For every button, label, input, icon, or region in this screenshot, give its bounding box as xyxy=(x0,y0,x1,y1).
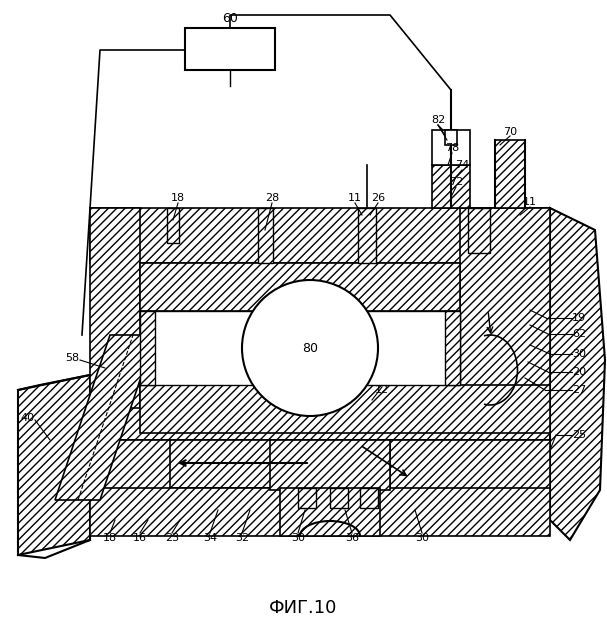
Text: 20: 20 xyxy=(572,367,586,377)
Text: 60: 60 xyxy=(222,12,238,24)
Bar xyxy=(358,208,376,263)
Bar xyxy=(185,28,275,70)
Bar xyxy=(432,165,470,208)
Polygon shape xyxy=(550,208,605,540)
Text: 74: 74 xyxy=(455,160,469,170)
Bar xyxy=(90,208,140,408)
Polygon shape xyxy=(18,375,90,555)
Text: 30: 30 xyxy=(572,349,586,359)
Text: 11: 11 xyxy=(348,193,362,203)
Text: 25: 25 xyxy=(572,430,586,440)
Text: 18: 18 xyxy=(103,533,117,543)
Text: 62: 62 xyxy=(572,329,586,339)
Bar xyxy=(330,488,348,508)
Text: 11: 11 xyxy=(523,197,537,207)
Bar xyxy=(90,385,550,440)
Bar xyxy=(167,208,179,243)
Bar xyxy=(280,488,380,536)
Text: 40: 40 xyxy=(21,413,35,423)
Circle shape xyxy=(242,280,378,416)
Text: 30: 30 xyxy=(415,533,429,543)
Text: 78: 78 xyxy=(445,143,459,153)
Text: 34: 34 xyxy=(203,533,217,543)
Bar xyxy=(390,440,550,520)
Bar xyxy=(90,208,550,263)
Text: 16: 16 xyxy=(133,533,147,543)
Bar xyxy=(445,311,460,385)
Text: 12: 12 xyxy=(375,385,389,395)
Text: 58: 58 xyxy=(65,353,79,363)
Bar xyxy=(360,488,378,508)
Text: ФИГ.10: ФИГ.10 xyxy=(269,599,337,617)
Text: 27: 27 xyxy=(572,385,586,395)
Text: 36: 36 xyxy=(345,533,359,543)
Bar xyxy=(468,208,490,253)
Text: 19: 19 xyxy=(572,313,586,323)
Bar xyxy=(495,140,525,208)
Bar xyxy=(140,311,460,385)
Bar xyxy=(258,208,273,263)
Text: 80: 80 xyxy=(302,342,318,355)
Polygon shape xyxy=(55,335,155,500)
Bar xyxy=(90,488,550,536)
Text: 72: 72 xyxy=(449,177,463,187)
Text: 18: 18 xyxy=(171,193,185,203)
Bar xyxy=(445,130,457,145)
Bar xyxy=(140,385,550,433)
Text: 23: 23 xyxy=(165,533,179,543)
Bar xyxy=(432,130,470,165)
Text: 28: 28 xyxy=(265,193,279,203)
Text: 30: 30 xyxy=(291,533,305,543)
Text: 26: 26 xyxy=(371,193,385,203)
Bar xyxy=(270,440,390,490)
Bar xyxy=(140,263,460,311)
Bar xyxy=(460,208,550,408)
Bar xyxy=(298,488,316,508)
Bar xyxy=(140,311,155,385)
Text: 32: 32 xyxy=(235,533,249,543)
Bar xyxy=(90,440,550,488)
Text: 70: 70 xyxy=(503,127,517,137)
Text: 82: 82 xyxy=(431,115,445,125)
Bar xyxy=(90,440,170,520)
